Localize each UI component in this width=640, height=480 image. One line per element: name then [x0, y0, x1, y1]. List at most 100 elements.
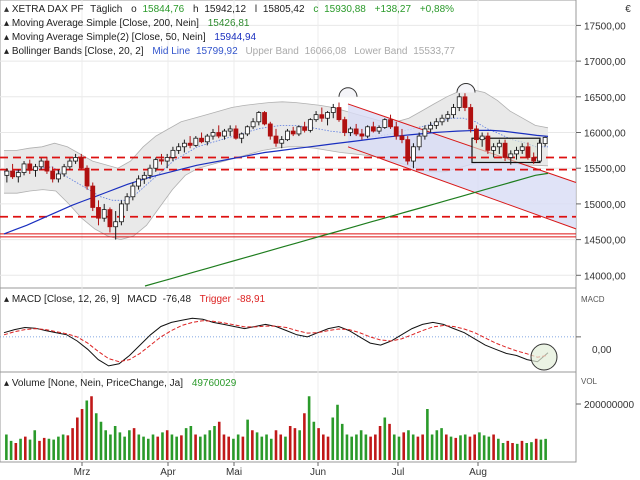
candle-body	[330, 107, 336, 113]
candle	[479, 132, 485, 147]
candle-body	[44, 160, 50, 172]
candle	[439, 114, 445, 126]
candle-body	[113, 221, 119, 228]
ma50-legend: ▴ Moving Average Simple(2) [Close, 50, N…	[4, 32, 257, 43]
y-tick-label: 15000,00	[584, 200, 626, 211]
y-tick-label: 17000,00	[584, 57, 626, 68]
candle-body	[244, 126, 250, 135]
candle-body	[73, 157, 78, 162]
candle	[445, 111, 451, 122]
arrow-icon: ▴	[4, 4, 9, 15]
bollinger-lower-label: Lower Band	[354, 46, 407, 57]
candle	[130, 182, 136, 201]
candle	[525, 142, 531, 160]
candle-body	[479, 135, 485, 141]
candle	[170, 146, 176, 162]
candle	[67, 158, 73, 170]
candle-body	[147, 167, 153, 176]
candle	[159, 153, 164, 165]
macd-series	[0, 317, 581, 371]
candle-body	[496, 142, 502, 148]
candle	[222, 128, 227, 140]
candle	[411, 143, 416, 169]
candle	[21, 161, 27, 176]
candle	[147, 164, 153, 179]
candle	[474, 125, 479, 144]
candle-body	[227, 128, 233, 132]
price-axis: 17500,00 17000,00 16500,00 16000,00 15500,00…	[576, 21, 626, 282]
candle	[388, 114, 393, 129]
candle-body	[55, 173, 61, 180]
candle	[118, 200, 124, 226]
candle-body	[136, 178, 141, 187]
macd-label: MACD	[127, 294, 156, 305]
candle	[514, 146, 519, 160]
arrow-icon: ▴	[4, 32, 9, 43]
candle-body	[181, 142, 187, 148]
candle	[342, 116, 348, 137]
candle-body	[90, 185, 96, 208]
bollinger-lower-value: 15533,77	[413, 46, 455, 57]
candle	[433, 118, 439, 129]
candle	[365, 125, 371, 139]
candle-body	[15, 172, 21, 178]
candle	[296, 125, 302, 137]
open-value: 15844,76	[142, 4, 184, 15]
candle-body	[159, 159, 164, 162]
candle	[141, 171, 147, 184]
candle	[107, 207, 113, 233]
candle	[90, 182, 96, 212]
candle-body	[199, 137, 204, 143]
candle-body	[141, 174, 147, 180]
candle	[468, 103, 474, 133]
candle-body	[164, 157, 170, 162]
low-label: l	[255, 4, 257, 15]
candle	[508, 150, 514, 165]
x-tick-label: Mrz	[74, 467, 91, 478]
candle	[422, 125, 428, 140]
candle	[262, 111, 267, 126]
candle-body	[416, 135, 422, 148]
candle	[496, 139, 502, 154]
candle-body	[359, 133, 365, 137]
y-tick-label: 14500,00	[584, 236, 626, 247]
change-value: +138,27	[375, 4, 412, 15]
candle	[227, 125, 233, 137]
candle-body	[393, 126, 399, 137]
candle-body	[222, 130, 227, 137]
candle-body	[525, 146, 531, 158]
candle	[285, 128, 290, 142]
candle	[405, 136, 411, 165]
channel-lower-line	[347, 146, 577, 230]
candle	[176, 143, 182, 154]
support-lines	[0, 156, 576, 238]
candle	[216, 125, 222, 139]
bollinger-mid-label: Mid Line	[152, 46, 190, 57]
candle-body	[96, 207, 101, 219]
candle-body	[61, 166, 67, 175]
x-tick-label: Apr	[160, 467, 176, 478]
candle-body	[38, 160, 44, 168]
candle-body	[531, 157, 537, 162]
candle	[485, 132, 491, 154]
candle-body	[382, 119, 388, 128]
ma200-text: Moving Average Simple [Close, 200, Nein]	[12, 18, 199, 29]
candle	[290, 126, 296, 137]
candle-body	[336, 107, 342, 121]
bollinger-upper-label: Upper Band	[245, 46, 298, 57]
macd-legend: ▴ MACD [Close, 12, 26, 9] MACD -76,48 Tr…	[4, 294, 266, 305]
candle	[319, 107, 325, 122]
candle-body	[130, 185, 136, 198]
candle	[325, 111, 330, 126]
candle-body	[250, 121, 256, 128]
trigger-value: -88,91	[237, 294, 266, 305]
candle	[204, 133, 210, 146]
candle-body	[273, 135, 279, 144]
macd-axis-label: MACD	[581, 295, 605, 304]
candle	[267, 121, 273, 140]
macd-cross-marker	[530, 343, 558, 371]
candle	[193, 136, 199, 147]
y-tick-label: 16500,00	[584, 93, 626, 104]
candle	[136, 175, 141, 190]
candle	[491, 143, 497, 158]
